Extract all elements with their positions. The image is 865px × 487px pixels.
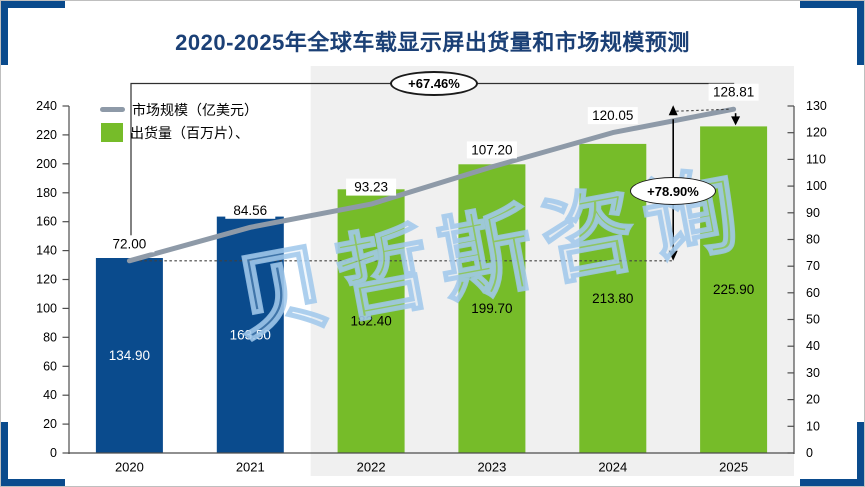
right-axis-tick-label: 130 xyxy=(806,99,827,113)
arrowhead-up xyxy=(668,105,678,116)
annotation-line-growth: +78.90% xyxy=(630,177,716,205)
bar-value-label-2020: 134.90 xyxy=(109,348,150,363)
left-axis-tick-label: 0 xyxy=(50,446,57,460)
bar-value-label-2025: 225.90 xyxy=(713,282,754,297)
left-axis-tick-label: 160 xyxy=(36,215,57,229)
market-size-line xyxy=(126,106,737,264)
right-axis-tick-label: 10 xyxy=(806,419,820,433)
left-axis-tick-label: 20 xyxy=(43,417,57,431)
corner-decoration-top-right xyxy=(800,1,864,65)
line-value-label-2022: 93.23 xyxy=(354,180,388,195)
right-axis-tick-label: 70 xyxy=(806,259,820,273)
left-axis-tick-label: 200 xyxy=(36,157,57,171)
bar-2023 xyxy=(458,164,526,454)
legend-label-shipments: 出货量（百万片）、 xyxy=(130,124,249,141)
corner-decoration-top-left xyxy=(1,1,65,65)
line-label-bg xyxy=(466,141,517,159)
line-value-label-2021: 84.56 xyxy=(233,203,267,218)
legend-label-market-size: 市场规模（亿美元） xyxy=(132,101,258,118)
left-axis-tick-label: 40 xyxy=(43,388,57,402)
bar-2022 xyxy=(337,189,405,454)
chart-title: 2020-2025年全球车载显示屏出货量和市场规模预测 xyxy=(175,30,690,55)
line-series-marker xyxy=(100,107,125,112)
annotation-bars-growth: +67.46% xyxy=(390,71,478,96)
x-axis-label-2025: 2025 xyxy=(719,460,748,475)
x-axis-label-2022: 2022 xyxy=(357,460,386,475)
left-axis-tick-label: 60 xyxy=(43,359,57,373)
corner-decoration-bottom-right xyxy=(800,422,864,486)
line-value-label-2023: 107.20 xyxy=(471,142,512,157)
bar-value-label-2021: 163.50 xyxy=(230,327,271,342)
x-axis-label-2024: 2024 xyxy=(598,460,627,475)
bar-value-label-2024: 213.80 xyxy=(592,291,633,306)
bar-2021 xyxy=(216,216,284,453)
right-axis-tick-label: 20 xyxy=(806,393,820,407)
left-axis-tick-label: 140 xyxy=(36,244,57,258)
left-axis-tick-label: 220 xyxy=(36,128,57,142)
corner-decoration-bottom-left xyxy=(1,422,65,486)
left-axis-tick-label: 240 xyxy=(36,99,57,113)
legend-item-shipments: 出货量（百万片）、 xyxy=(100,121,258,144)
left-axis-tick-label: 80 xyxy=(43,330,57,344)
right-axis-tick-label: 110 xyxy=(806,152,826,166)
legend-item-market-size: 市场规模（亿美元） xyxy=(100,98,258,121)
x-axis-label-2021: 2021 xyxy=(236,460,265,475)
x-axis-label-2020: 2020 xyxy=(115,460,144,475)
left-axis-tick-label: 180 xyxy=(36,186,57,200)
x-axis-label-2023: 2023 xyxy=(477,460,506,475)
bar-series-marker xyxy=(101,123,123,142)
left-axis-tick-label: 100 xyxy=(36,301,57,315)
bar-2025 xyxy=(700,126,768,454)
line-label-bg xyxy=(587,107,638,125)
bar-2020 xyxy=(95,258,163,453)
right-axis-tick-label: 120 xyxy=(806,126,827,140)
right-axis-tick-label: 100 xyxy=(806,179,827,193)
line-label-bg xyxy=(346,178,397,196)
bar-value-label-2022: 182.40 xyxy=(350,314,391,329)
arrowhead-to-bar xyxy=(731,116,741,126)
left-axis-tick-label: 120 xyxy=(36,273,57,287)
right-axis-tick-label: 90 xyxy=(806,206,820,220)
right-axis-tick-label: 60 xyxy=(806,286,820,300)
right-axis-tick-label: 30 xyxy=(806,366,820,380)
chart-legend: 市场规模（亿美元） 出货量（百万片）、 xyxy=(100,98,258,144)
right-axis-tick-label: 50 xyxy=(806,313,820,327)
connector-dotted xyxy=(676,108,730,112)
line-value-label-2024: 120.05 xyxy=(592,108,633,123)
arrowhead-down xyxy=(668,250,678,261)
line-value-label-2025: 128.81 xyxy=(713,85,754,100)
line-label-bg xyxy=(225,201,276,219)
right-axis-tick-label: 80 xyxy=(806,233,820,247)
right-axis-tick-label: 40 xyxy=(806,339,820,353)
line-value-label-2020: 72.00 xyxy=(113,236,147,251)
bar-value-label-2023: 199.70 xyxy=(471,301,512,316)
right-axis-tick-label: 0 xyxy=(806,446,813,460)
line-label-bg xyxy=(708,83,759,101)
line-label-bg xyxy=(104,235,155,253)
